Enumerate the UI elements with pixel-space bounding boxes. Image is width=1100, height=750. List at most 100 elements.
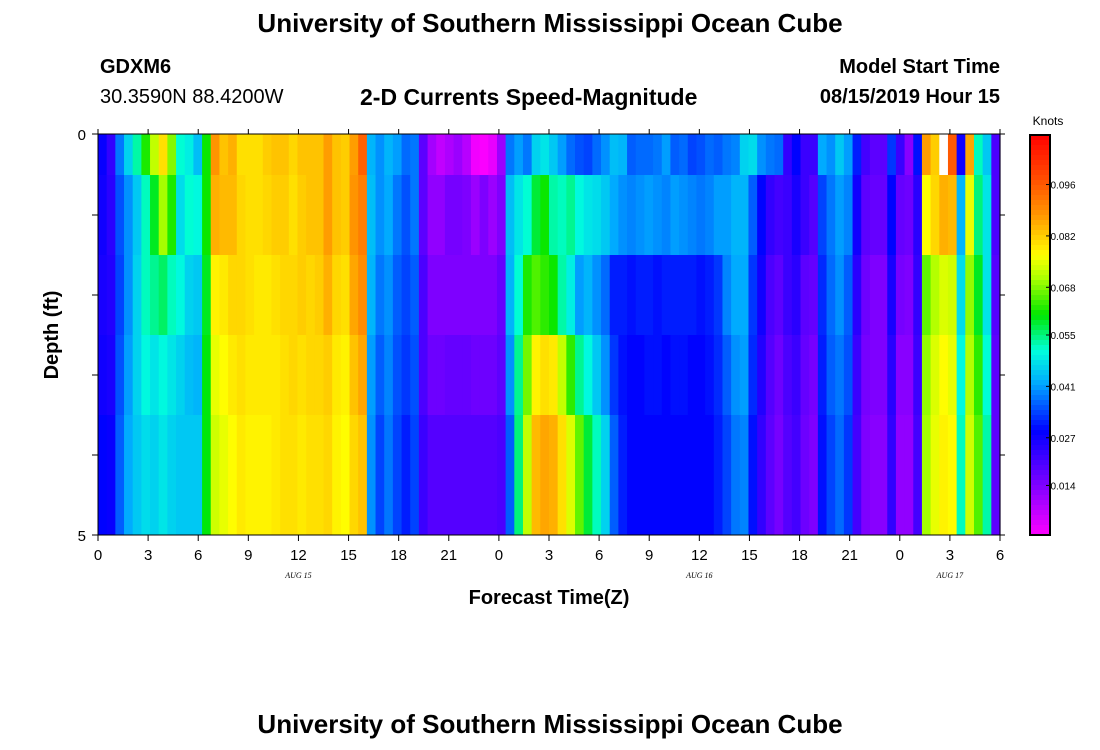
heatmap-cell <box>956 255 966 335</box>
heatmap-cell <box>930 134 940 175</box>
heatmap-cell <box>141 255 151 335</box>
heatmap-cell <box>939 255 949 335</box>
heatmap-cell <box>549 175 559 255</box>
heatmap-cell <box>340 335 351 415</box>
heatmap-cell <box>106 335 116 415</box>
colorbar-segment <box>1030 430 1050 436</box>
heatmap-cell <box>566 415 576 535</box>
heatmap-cell <box>869 175 880 255</box>
heatmap-cell <box>765 255 776 335</box>
heatmap-cell <box>809 335 819 415</box>
heatmap-cell <box>765 134 776 175</box>
x-tick-label: 9 <box>645 547 653 564</box>
heatmap-cell <box>644 134 654 175</box>
heatmap-cell <box>635 335 645 415</box>
heatmap-cell <box>939 335 949 415</box>
heatmap-cell <box>601 175 611 255</box>
heatmap-cell <box>184 415 194 535</box>
heatmap-cell <box>731 255 741 335</box>
heatmap-cell <box>332 335 342 415</box>
heatmap-cell <box>288 175 299 255</box>
heatmap-cell <box>895 134 906 175</box>
heatmap-cell <box>791 335 802 415</box>
heatmap-cell <box>540 255 550 335</box>
colorbar-segment <box>1030 140 1050 146</box>
heatmap-cell <box>852 175 862 255</box>
heatmap-cell <box>705 255 715 335</box>
heatmap-cell <box>193 415 203 535</box>
x-tick-label: 0 <box>896 547 904 564</box>
heatmap-cell <box>661 335 672 415</box>
heatmap-cell <box>904 134 914 175</box>
heatmap-cell <box>271 134 281 175</box>
heatmap-cell <box>176 335 186 415</box>
heatmap-cell <box>453 415 463 535</box>
heatmap-cell <box>176 175 186 255</box>
heatmap-cell <box>531 335 541 415</box>
heatmap-cell <box>418 134 429 175</box>
heatmap-cell <box>731 335 741 415</box>
heatmap-cell <box>323 175 333 255</box>
heatmap-cell <box>202 335 212 415</box>
heatmap-cell <box>106 134 116 175</box>
heatmap-cell <box>280 335 290 415</box>
heatmap-cell <box>392 335 403 415</box>
heatmap-cell <box>549 134 559 175</box>
heatmap-cell <box>930 175 940 255</box>
colorbar-segment <box>1030 380 1050 386</box>
heatmap-cell <box>262 175 273 255</box>
x-tick-label: 18 <box>390 547 407 564</box>
heatmap-cell <box>826 415 836 535</box>
heatmap-cell <box>722 415 732 535</box>
heatmap-cell <box>679 175 689 255</box>
heatmap-cell <box>124 415 134 535</box>
heatmap-cell <box>427 335 437 415</box>
heatmap-cell <box>679 255 689 335</box>
heatmap-cell <box>106 175 116 255</box>
heatmap-cell <box>679 134 689 175</box>
heatmap-cell <box>427 255 437 335</box>
heatmap-cell <box>644 335 654 415</box>
colorbar-segment <box>1030 220 1050 226</box>
heatmap-cell <box>444 415 455 535</box>
heatmap-cell <box>575 175 585 255</box>
heatmap-cell <box>323 134 333 175</box>
heatmap-cell <box>653 255 663 335</box>
heatmap-cell <box>228 415 238 535</box>
heatmap-cell <box>627 175 637 255</box>
heatmap-cell <box>739 175 750 255</box>
heatmap-cell <box>150 335 160 415</box>
heatmap-cell <box>843 255 854 335</box>
heatmap-cell <box>861 415 871 535</box>
x-tick-label: 18 <box>791 547 808 564</box>
heatmap-cell <box>210 175 221 255</box>
heatmap-cell <box>306 134 316 175</box>
heatmap-cell <box>627 134 637 175</box>
model-start-value: 08/15/2019 Hour 15 <box>819 86 1000 108</box>
colorbar-segment <box>1030 275 1050 281</box>
heatmap-cell <box>653 415 663 535</box>
colorbar-segment <box>1030 460 1050 466</box>
heatmap-cell <box>592 415 602 535</box>
colorbar-segment <box>1030 355 1050 361</box>
colorbar-segment <box>1030 325 1050 331</box>
heatmap-cell <box>843 175 854 255</box>
heatmap-cell <box>566 134 576 175</box>
heatmap-cell <box>618 175 628 255</box>
heatmap-cell <box>271 255 281 335</box>
heatmap-cell <box>193 134 203 175</box>
heatmap-cell <box>679 335 689 415</box>
heatmap-cell <box>878 335 888 415</box>
heatmap-cell <box>115 415 125 535</box>
heatmap-cell <box>913 134 923 175</box>
heatmap-cell <box>713 255 724 335</box>
colorbar-segment <box>1030 530 1050 536</box>
heatmap-cell <box>280 175 290 255</box>
heatmap-cell <box>184 175 194 255</box>
heatmap-cell <box>531 175 541 255</box>
heatmap-cell <box>696 335 706 415</box>
heatmap-cell <box>757 175 767 255</box>
heatmap-cell <box>635 255 645 335</box>
heatmap-cell <box>219 255 229 335</box>
